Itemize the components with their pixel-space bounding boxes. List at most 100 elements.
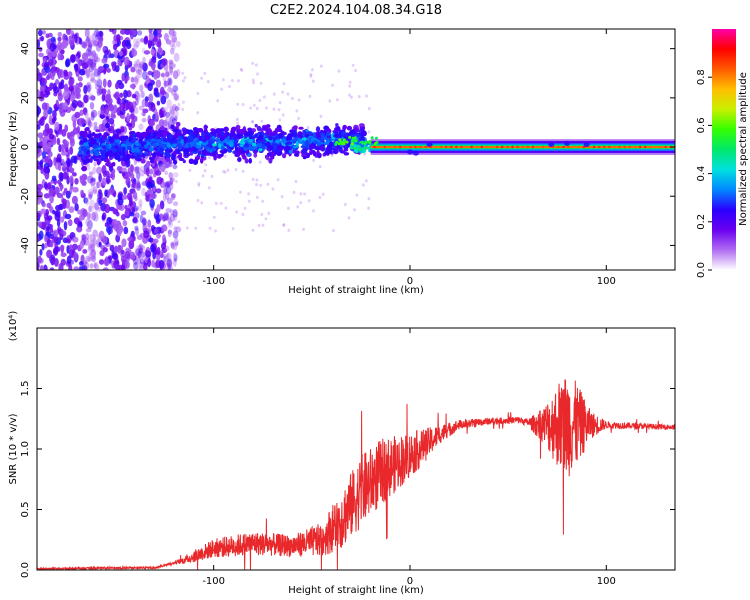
- spectral-cell: [132, 166, 139, 172]
- spectral-cell: [87, 50, 93, 57]
- spectral-cell: [63, 142, 69, 149]
- spectral-cell: [156, 252, 161, 262]
- spectral-cell: [166, 153, 171, 158]
- spectral-cell: [117, 197, 124, 206]
- spectral-cell: [171, 44, 176, 50]
- spectral-cell: [241, 103, 245, 107]
- spectral-cell: [254, 123, 258, 128]
- spectral-cell: [234, 153, 240, 158]
- spectral-cell: [123, 187, 127, 195]
- spectral-cell: [343, 139, 347, 143]
- spectral-cell: [169, 177, 174, 186]
- spectral-cell: [171, 193, 177, 199]
- spectral-cell: [102, 267, 109, 270]
- x-tick-label: 0: [407, 576, 413, 587]
- spectral-cell: [53, 156, 57, 167]
- spectral-cell: [87, 56, 94, 66]
- spectral-cell: [258, 160, 262, 164]
- spectral-cell: [76, 125, 81, 134]
- spectral-cell: [136, 181, 141, 189]
- spectral-cell: [79, 175, 86, 185]
- spectral-cell: [53, 229, 59, 237]
- spectral-cell: [341, 130, 345, 135]
- spectral-cell: [150, 192, 157, 200]
- spectral-cell: [49, 114, 53, 122]
- spectral-cell: [146, 181, 153, 189]
- spectral-cell: [142, 70, 148, 80]
- spectral-cell: [98, 230, 105, 240]
- colorbar-tick-label: 0.8: [696, 69, 707, 85]
- spectral-cell: [197, 183, 201, 187]
- spectral-cell: [292, 145, 299, 149]
- spectral-cell: [65, 59, 70, 68]
- spectral-cell: [97, 69, 101, 77]
- spectral-cell: [208, 155, 211, 160]
- spectral-cell: [87, 118, 91, 127]
- spectral-cell: [172, 211, 178, 221]
- spectral-cell: [69, 175, 74, 185]
- spectral-cell: [173, 110, 179, 117]
- spectral-cell: [173, 134, 179, 139]
- spectral-cell: [52, 109, 57, 119]
- spectral-cell: [91, 184, 95, 193]
- spectral-cell: [562, 145, 565, 149]
- y-tick-label: -20: [20, 188, 31, 204]
- spectral-cell: [44, 155, 52, 164]
- spectral-cell: [164, 258, 171, 266]
- spectral-cell: [354, 139, 358, 143]
- spectral-cell: [142, 56, 146, 64]
- spectral-cell: [195, 145, 201, 149]
- spectral-cell: [552, 145, 555, 149]
- spectral-cell: [275, 149, 281, 153]
- spectral-cell: [94, 151, 100, 157]
- spectral-cell: [75, 71, 80, 78]
- spectral-cell: [148, 157, 155, 161]
- spectral-cell: [134, 60, 138, 68]
- spectral-cell: [169, 116, 176, 122]
- spectral-cell: [174, 93, 178, 101]
- spectral-cell: [47, 128, 54, 136]
- spectral-cell: [59, 244, 65, 251]
- spectral-cell: [188, 158, 194, 165]
- spectral-cell: [57, 31, 63, 37]
- spectral-cell: [257, 223, 261, 228]
- spectral-cell: [130, 230, 135, 237]
- spectral-cell: [39, 159, 44, 168]
- spectral-cell: [167, 229, 173, 235]
- spectral-cell: [91, 132, 96, 137]
- spectral-cell: [101, 145, 107, 149]
- spectral-cell: [137, 152, 143, 156]
- spectral-cell: [136, 253, 141, 262]
- spectral-cell: [40, 208, 47, 215]
- spectral-cell: [93, 29, 100, 37]
- spectral-cell: [460, 145, 463, 149]
- spectral-cell: [73, 217, 80, 225]
- spectral-cell: [55, 78, 60, 85]
- spectral-cell: [148, 119, 156, 127]
- spectral-cell: [87, 92, 94, 100]
- spectral-cell: [355, 193, 359, 197]
- spectral-cell: [200, 201, 204, 205]
- spectral-cell: [141, 111, 146, 117]
- spectral-cell: [75, 82, 79, 92]
- spectral-cell: [156, 138, 162, 143]
- spectral-cell: [347, 216, 351, 220]
- spectral-cell: [235, 210, 239, 214]
- spectral-cell: [88, 251, 92, 260]
- spectral-cell: [134, 248, 142, 256]
- spectral-cell: [162, 192, 167, 202]
- spectral-cell: [165, 185, 172, 195]
- spectral-cell: [86, 116, 92, 125]
- spectral-cell: [47, 249, 52, 258]
- spectral-cell: [41, 243, 45, 251]
- spectral-cell: [147, 39, 153, 49]
- spectral-cell: [638, 145, 642, 149]
- colorbar-ticks: 0.0 0.2 0.4 0.6 0.8: [696, 69, 712, 278]
- spectral-cell: [308, 94, 312, 98]
- spectral-cell: [163, 80, 170, 87]
- spectral-cell: [198, 135, 203, 140]
- spectral-cell: [56, 129, 64, 135]
- spectral-cell: [140, 158, 146, 164]
- spectral-cell: [220, 145, 225, 150]
- spectral-cell: [166, 258, 173, 268]
